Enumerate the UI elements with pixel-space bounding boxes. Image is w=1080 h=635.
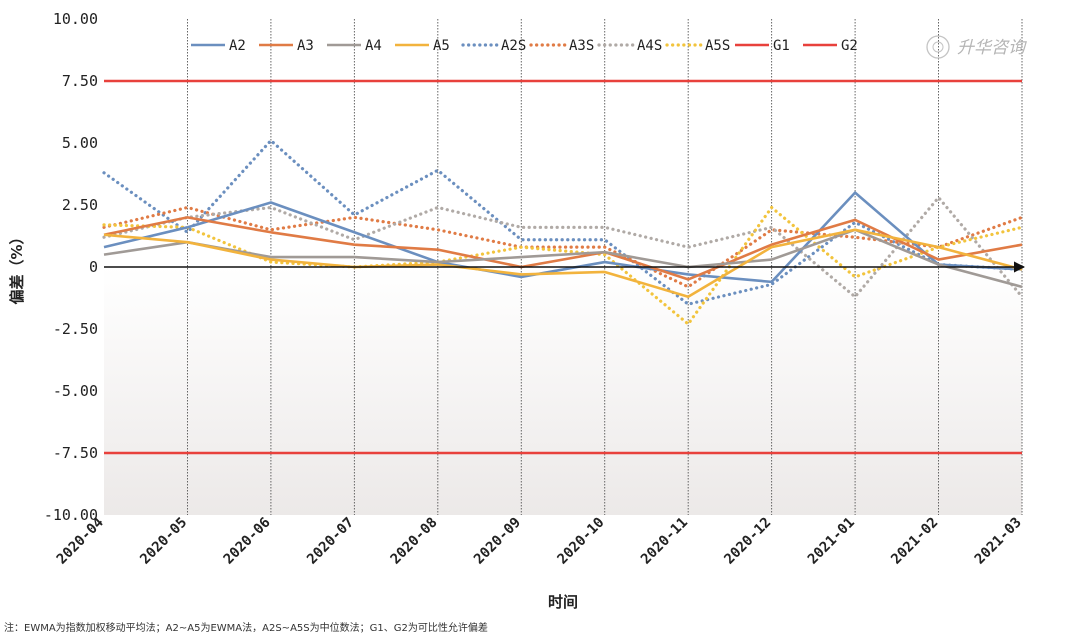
watermark-text: 升华咨询 [957, 38, 1027, 58]
x-tick-label: 2021-01 [805, 515, 858, 568]
x-tick-label: 2020-10 [555, 515, 608, 568]
series-line-a5 [103, 228, 1023, 299]
y-tick-label: 5.00 [62, 134, 98, 152]
series-line-a3s [102, 205, 1024, 289]
watermark: 升华咨询 [926, 35, 1027, 59]
y-axis-title: 偏差（%） [8, 229, 26, 304]
x-tick-label: 2020-07 [304, 515, 357, 568]
legend-label-a5s: A5S [705, 38, 730, 54]
legend-label-a5: A5 [433, 38, 450, 54]
series-line-a5s [102, 205, 1024, 326]
y-tick-label: 10.00 [53, 10, 98, 28]
legend-label-g1: G1 [773, 38, 790, 54]
y-tick-label: 0 [89, 258, 98, 276]
legend-label-g2: G2 [841, 38, 858, 54]
y-tick-label: 2.50 [62, 196, 98, 214]
x-axis-title: 时间 [548, 593, 578, 611]
y-tick-label: -5.00 [53, 382, 98, 400]
y-tick-label: 7.50 [62, 72, 98, 90]
legend-label-a2: A2 [229, 38, 246, 54]
series-layer [102, 79, 1024, 455]
y-axis-ticks: 10.00 7.50 5.00 2.50 0 -2.50 -5.00 -7.50 -10.00 [44, 10, 98, 524]
x-tick-label: 2020-11 [638, 515, 691, 568]
watermark-seal-inner-icon [932, 41, 944, 53]
series-line-a4s [102, 195, 1024, 299]
x-tick-label: 2020-05 [137, 515, 190, 568]
x-tick-label: 2020-06 [221, 515, 274, 568]
footnote: 注：EWMA为指数加权移动平均法；A2~A5为EWMA法，A2S~A5S为中位数… [4, 623, 488, 634]
legend-label-a3: A3 [297, 38, 314, 54]
legend-label-a4: A4 [365, 38, 382, 54]
legend: A2 A3 A4 A5 A2S A3S A4S A5S G1 G2 [191, 38, 858, 54]
x-tick-label: 2020-09 [471, 515, 524, 568]
y-tick-label: -2.50 [53, 320, 98, 338]
legend-label-a3s: A3S [569, 38, 594, 54]
legend-label-a4s: A4S [637, 38, 662, 54]
series-line-a4 [103, 228, 1023, 289]
series-line-a2s [102, 138, 1024, 306]
y-tick-label: -7.50 [53, 444, 98, 462]
series-line-a2 [103, 191, 1023, 284]
watermark-seal-icon [926, 35, 950, 59]
x-tick-label: 2021-02 [888, 515, 941, 568]
series-line-a3 [103, 216, 1023, 281]
x-tick-label: 2020-12 [721, 515, 774, 568]
x-tick-label: 2020-08 [388, 515, 441, 568]
y-tick-label: -10.00 [44, 506, 98, 524]
legend-label-a2s: A2S [501, 38, 526, 54]
x-tick-label: 2021-03 [972, 515, 1025, 568]
x-axis-ticks: 2020-04 2020-05 2020-06 2020-07 2020-08 2020-… [54, 515, 1025, 568]
